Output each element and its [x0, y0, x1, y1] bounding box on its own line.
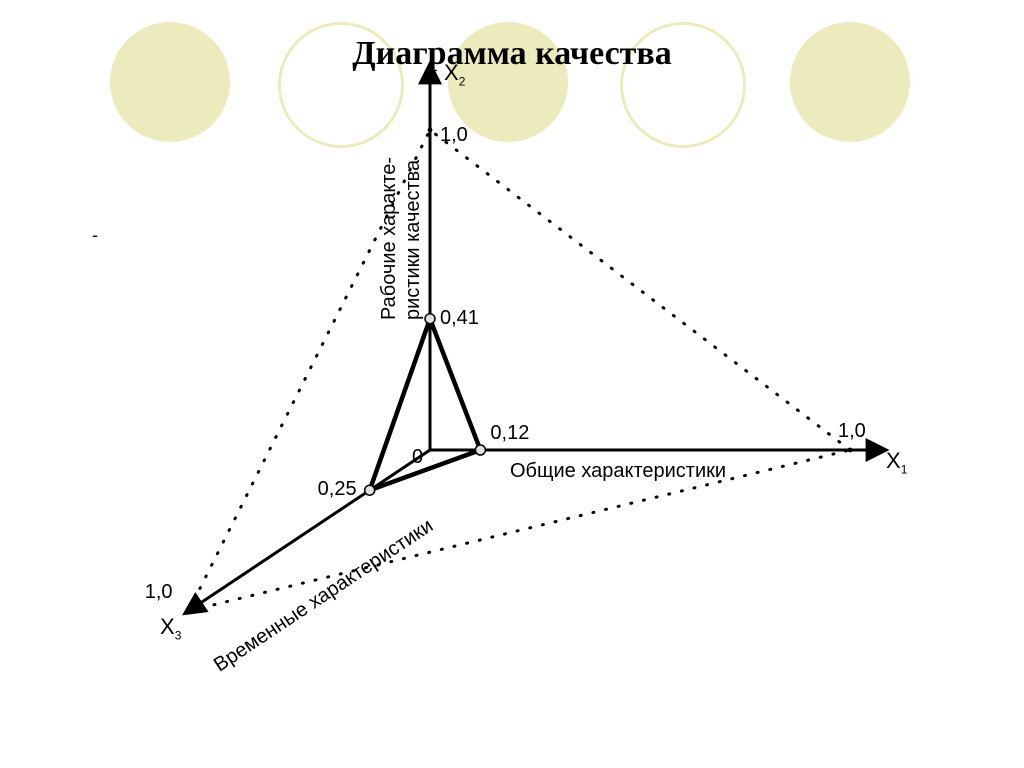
value-label-x3: 0,25 — [318, 478, 357, 501]
axis-title-x1: Общие характеристики — [510, 460, 726, 483]
outer-vertex-dot — [428, 128, 433, 133]
axis-title-x2-line2: ристики качества — [402, 160, 425, 320]
stage: Диаграмма качества 00,120,410,251,01,01,… — [0, 0, 1024, 768]
max-label-x2: 1,0 — [440, 124, 468, 147]
inner-triangle — [370, 319, 481, 490]
inner-triangle — [370, 319, 481, 490]
axis-letter-X1: X1 — [886, 448, 907, 476]
value-label-x1: 0,12 — [490, 422, 529, 445]
quality-diagram — [0, 0, 1024, 768]
axis-title-x2-line1: Рабочие характе- — [378, 157, 401, 320]
max-label-x1: 1,0 — [838, 420, 866, 443]
stray-dash: - — [92, 225, 98, 246]
axis-letter-X2: X2 — [444, 60, 465, 88]
axis-X3 — [190, 450, 430, 610]
origin-label: 0 — [412, 446, 423, 469]
value-marker-X1 — [475, 445, 485, 455]
value-marker-X2 — [425, 314, 435, 324]
axes — [190, 70, 880, 610]
max-label-x3: 1,0 — [145, 581, 173, 604]
axis-letter-X3: X3 — [160, 614, 181, 642]
outer-triangle — [189, 130, 850, 611]
value-marker-X3 — [365, 485, 375, 495]
outer-vertex-dot — [848, 448, 853, 453]
value-label-x2: 0,41 — [440, 307, 479, 330]
outer-dotted-triangle — [186, 128, 852, 614]
outer-vertex-dot — [186, 608, 191, 613]
